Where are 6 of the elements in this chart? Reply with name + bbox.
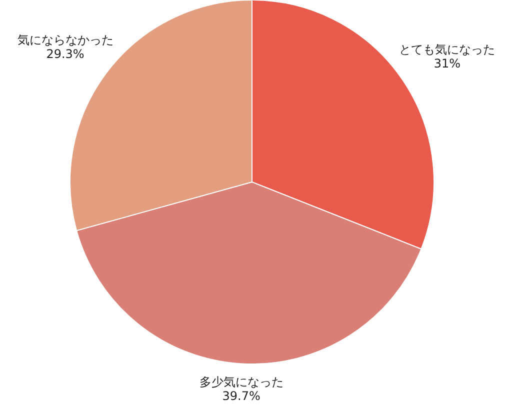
slice-label: 多少気になった (199, 375, 284, 390)
data-label: 39.7% (222, 389, 260, 404)
slice-label: 気にならなかった (17, 32, 114, 47)
data-label: 31% (434, 56, 461, 70)
data-label: 29.3% (46, 46, 84, 61)
slice-label: とても気になった (399, 42, 496, 56)
